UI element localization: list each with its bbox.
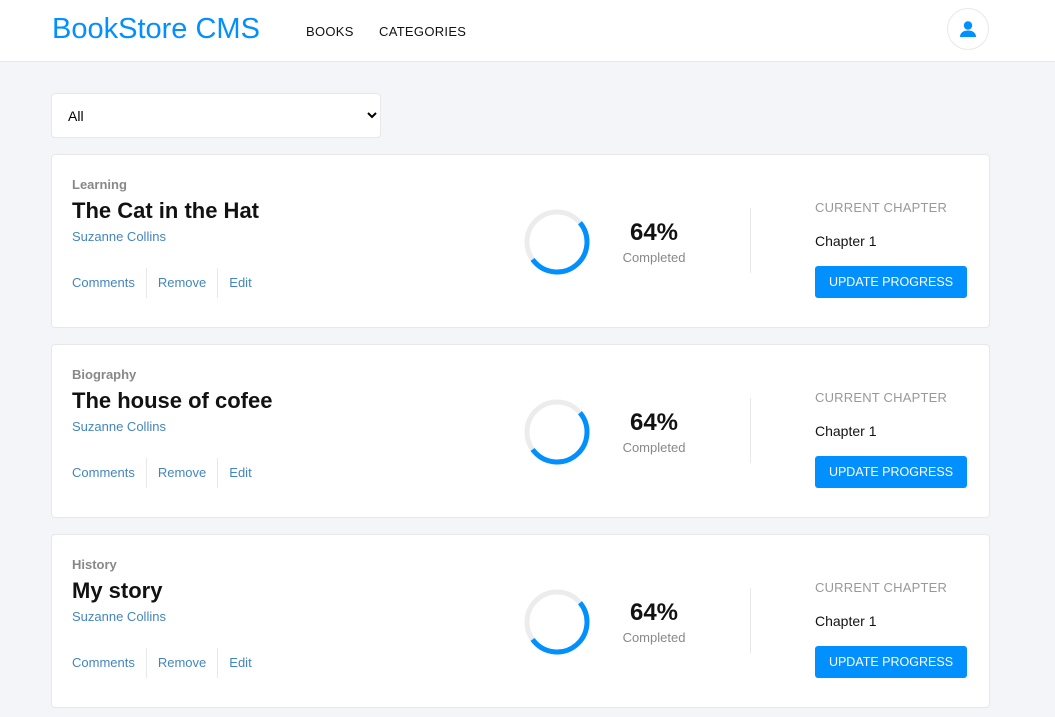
current-chapter-label: CURRENT CHAPTER [815, 200, 948, 215]
book-title: The Cat in the Hat [72, 198, 260, 223]
current-chapter: Chapter 1 [815, 613, 877, 629]
divider [750, 398, 751, 463]
edit-link[interactable]: Edit [217, 268, 262, 298]
progress-ring-fill [524, 399, 590, 465]
book-author[interactable]: Suzanne Collins [72, 229, 166, 244]
book-author[interactable]: Suzanne Collins [72, 419, 166, 434]
nav-categories[interactable]: CATEGORIES [379, 24, 467, 39]
comments-link[interactable]: Comments [72, 465, 135, 480]
comments-link[interactable]: Comments [72, 655, 135, 670]
edit-link[interactable]: Edit [217, 648, 262, 678]
remove-link[interactable]: Remove [145, 458, 217, 488]
category-filter-select[interactable]: All [51, 93, 381, 138]
divider [750, 588, 751, 653]
nav-books[interactable]: BOOKS [306, 24, 354, 39]
progress-ring-fill [524, 589, 590, 655]
book-card: Learning The Cat in the Hat Suzanne Coll… [51, 154, 990, 328]
book-category: History [72, 557, 117, 572]
current-chapter: Chapter 1 [815, 423, 877, 439]
book-title: My story [72, 578, 163, 603]
completed-label: Completed [622, 250, 686, 265]
book-card: Biography The house of cofee Suzanne Col… [51, 344, 990, 518]
divider [750, 208, 751, 273]
logo[interactable]: BookStore CMS [52, 13, 260, 45]
progress-ring [524, 399, 590, 465]
edit-link[interactable]: Edit [217, 458, 262, 488]
book-actions: Comments Remove Edit [72, 458, 263, 488]
book-card: History My story Suzanne Collins Comment… [51, 534, 990, 708]
update-progress-button[interactable]: UPDATE PROGRESS [815, 646, 967, 678]
progress-percent: 64% [629, 219, 679, 246]
book-author[interactable]: Suzanne Collins [72, 609, 166, 624]
book-title: The house of cofee [72, 388, 273, 413]
remove-link[interactable]: Remove [145, 268, 217, 298]
completed-label: Completed [622, 440, 686, 455]
book-actions: Comments Remove Edit [72, 268, 263, 298]
book-actions: Comments Remove Edit [72, 648, 263, 678]
current-chapter-label: CURRENT CHAPTER [815, 580, 948, 595]
progress-ring-fill [524, 209, 590, 275]
header: BookStore CMS BOOKS CATEGORIES [0, 0, 1055, 62]
progress-percent: 64% [629, 409, 679, 436]
update-progress-button[interactable]: UPDATE PROGRESS [815, 266, 967, 298]
book-category: Biography [72, 367, 137, 382]
completed-label: Completed [622, 630, 686, 645]
user-icon [960, 21, 976, 37]
current-chapter: Chapter 1 [815, 233, 877, 249]
update-progress-button[interactable]: UPDATE PROGRESS [815, 456, 967, 488]
comments-link[interactable]: Comments [72, 275, 135, 290]
progress-ring [524, 589, 590, 655]
remove-link[interactable]: Remove [145, 648, 217, 678]
progress-percent: 64% [629, 599, 679, 626]
progress-ring [524, 209, 590, 275]
current-chapter-label: CURRENT CHAPTER [815, 390, 948, 405]
user-avatar-button[interactable] [947, 8, 989, 50]
book-category: Learning [72, 177, 127, 192]
